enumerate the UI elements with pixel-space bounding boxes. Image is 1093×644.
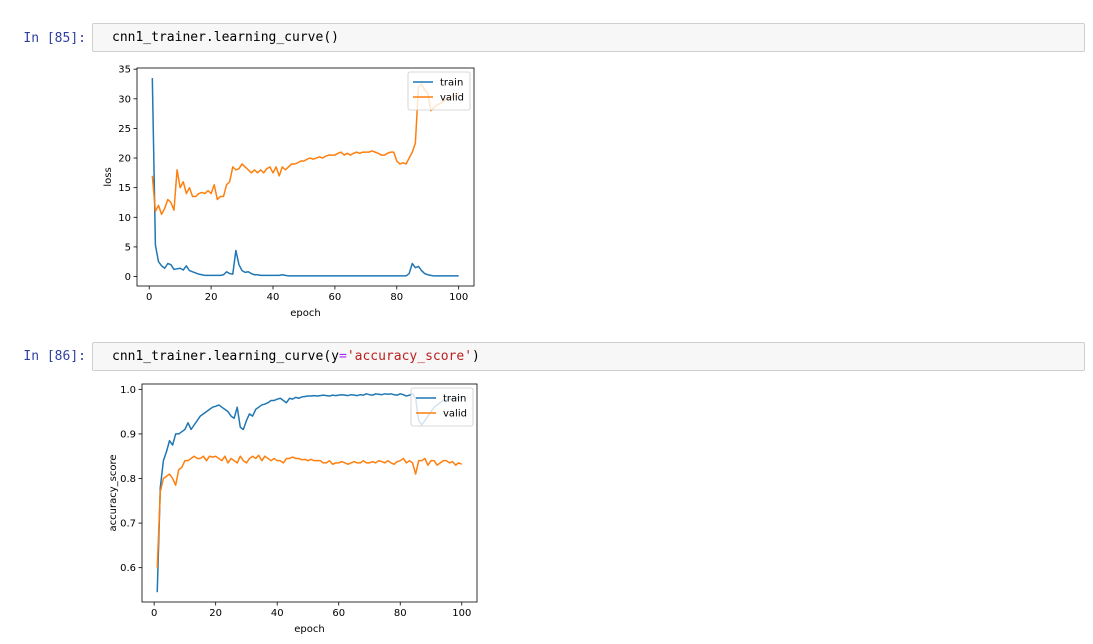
prompt: In [86]: xyxy=(23,349,86,364)
x-tick-label: 80 xyxy=(394,608,407,619)
axes-frame xyxy=(136,67,475,287)
series-line xyxy=(151,83,460,216)
code-token: 'accuracy_score' xyxy=(346,349,473,364)
y-tick-label: 5 xyxy=(125,242,131,253)
series-line xyxy=(156,454,463,568)
y-axis-label: accuracy_score xyxy=(108,455,119,532)
y-tick-label: 25 xyxy=(118,124,131,135)
x-tick-label: 60 xyxy=(329,292,342,303)
code: cnn1_trainer.learning_curve(y='accuracy_… xyxy=(112,349,480,364)
code-token: cnn1_trainer.learning_curve() xyxy=(112,30,339,45)
x-tick-label: 0 xyxy=(151,608,157,619)
code: cnn1_trainer.learning_curve() xyxy=(112,30,339,45)
legend-label: valid xyxy=(443,409,467,420)
x-tick-label: 100 xyxy=(449,292,468,303)
series-line xyxy=(151,78,459,277)
x-tick-label: 40 xyxy=(267,292,280,303)
code-token: y xyxy=(331,349,339,364)
legend-label: train xyxy=(443,394,466,405)
y-axis-label: loss xyxy=(103,167,114,186)
y-tick-label: 0.8 xyxy=(120,474,136,485)
code-cell[interactable]: cnn1_trainer.learning_curve() xyxy=(92,23,1085,52)
legend-label: train xyxy=(440,78,463,89)
code-token: cnn1_trainer.learning_curve( xyxy=(112,349,332,364)
x-axis-label: epoch xyxy=(294,624,324,635)
x-tick-label: 20 xyxy=(205,292,218,303)
x-tick-label: 0 xyxy=(146,292,152,303)
y-tick-label: 0.6 xyxy=(120,563,136,574)
axes-frame xyxy=(141,383,478,603)
code-token: ) xyxy=(472,349,480,364)
y-tick-label: 20 xyxy=(118,154,131,165)
x-axis-label: epoch xyxy=(290,308,320,319)
prompt: In [85]: xyxy=(23,31,86,46)
y-tick-label: 15 xyxy=(118,183,131,194)
y-tick-label: 1.0 xyxy=(120,385,136,396)
chart: 0 20 40 60 80 100 0.6 0.7 0.8 0.9 1.0 epoch accuracy… xyxy=(108,383,478,635)
chart: 0 20 40 60 80 100 0 5 10 15 20 25 30 35 epoch loss train… xyxy=(103,65,475,319)
y-tick-label: 0.7 xyxy=(120,519,136,530)
x-tick-label: 20 xyxy=(209,608,222,619)
legend-label: valid xyxy=(440,93,464,104)
y-tick-label: 0 xyxy=(125,272,131,283)
x-tick-label: 60 xyxy=(332,608,345,619)
y-tick-label: 0.9 xyxy=(120,429,136,440)
x-tick-label: 40 xyxy=(271,608,284,619)
x-tick-label: 80 xyxy=(390,292,403,303)
y-tick-label: 30 xyxy=(118,94,131,105)
y-tick-label: 35 xyxy=(118,65,131,76)
x-tick-label: 100 xyxy=(452,608,471,619)
code-cell[interactable]: cnn1_trainer.learning_curve(y='accuracy_… xyxy=(92,342,1085,371)
code-token: = xyxy=(338,349,347,364)
y-tick-label: 10 xyxy=(118,213,131,224)
